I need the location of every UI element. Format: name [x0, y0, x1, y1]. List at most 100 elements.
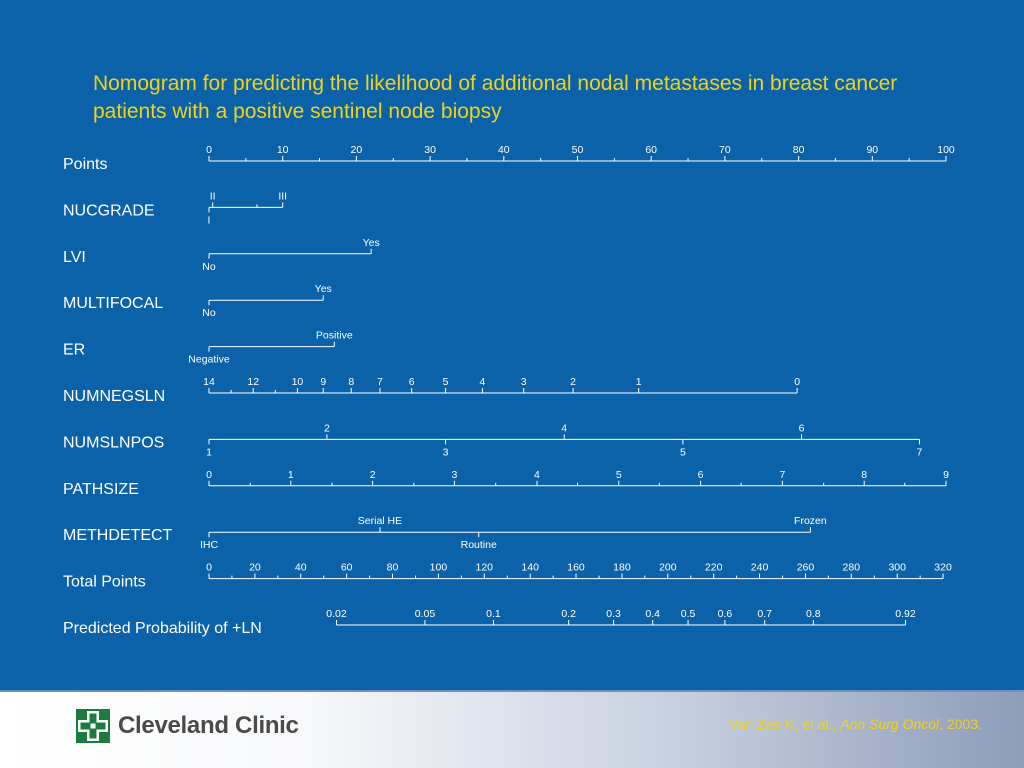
tick-label: 0.1 [486, 608, 501, 620]
logo-wordmark: Cleveland Clinic [118, 712, 299, 739]
tick-label: 180 [613, 562, 631, 574]
tick-label: Frozen [794, 515, 827, 527]
tick-label: 7 [917, 446, 923, 458]
nomogram-row-lvi: LVI No Yes [63, 237, 380, 273]
nomogram-row-pathsize: PATHSIZE 0 1 2 3 4 5 6 7 8 9 [63, 469, 949, 498]
tick-label: 14 [203, 376, 215, 388]
row-label-numslnpos: NUMSLNPOS [63, 434, 164, 451]
tick-label: 4 [534, 469, 540, 481]
row-label-numnegsln: NUMNEGSLN [63, 388, 165, 405]
tick-label: 0.3 [606, 608, 621, 620]
row-label-er: ER [63, 342, 85, 359]
tick-label: 3 [521, 376, 527, 388]
nomogram-row-numslnpos: NUMSLNPOS 1 2 3 4 5 6 7 [63, 422, 923, 458]
tick-label: I [208, 214, 211, 226]
tick-label: 12 [247, 376, 259, 388]
row-label-points: Points [63, 156, 107, 173]
tick-label: 7 [377, 376, 383, 388]
tick-label: 5 [680, 446, 686, 458]
tick-label: 140 [521, 562, 539, 574]
tick-label: 280 [843, 562, 861, 574]
tick-label: 1 [636, 376, 642, 388]
tick-label: 220 [705, 562, 723, 574]
nomogram-row-total-points: Total Points 0 20 40 60 80 100 120 140 160 180 200 2… [63, 562, 952, 591]
tick-label: 50 [572, 144, 584, 156]
tick-label: 0.92 [895, 608, 916, 620]
tick-label: 0.5 [681, 608, 696, 620]
tick-label: 8 [348, 376, 354, 388]
tick-label: Yes [315, 283, 332, 295]
tick-label: 1 [206, 446, 212, 458]
tick-label: 9 [320, 376, 326, 388]
tick-label: 80 [387, 562, 399, 574]
tick-label: 20 [351, 144, 363, 156]
tick-label: Positive [316, 330, 353, 342]
tick-label: 8 [861, 469, 867, 481]
row-label-multifocal: MULTIFOCAL [63, 295, 163, 312]
slide-background: Nomogram for predicting the likelihood o… [63, 72, 955, 637]
tick-label: 2 [370, 469, 376, 481]
row-label-methdetect: METHDETECT [63, 527, 173, 544]
tick-label: 100 [937, 144, 955, 156]
tick-label: 60 [645, 144, 657, 156]
tick-label: 4 [480, 376, 486, 388]
tick-label: 160 [567, 562, 585, 574]
tick-label: 0.2 [561, 608, 576, 620]
nomogram-row-multifocal: MULTIFOCAL No Yes [63, 283, 332, 319]
citation-authors: Van Zee K, et al., [729, 716, 841, 732]
tick-label: 6 [799, 422, 805, 434]
tick-label: 2 [324, 422, 330, 434]
tick-label: III [278, 190, 287, 202]
tick-label: 3 [443, 446, 449, 458]
tick-label: 0 [206, 144, 212, 156]
tick-label: 200 [659, 562, 677, 574]
tick-label: No [202, 307, 216, 319]
tick-label: 260 [797, 562, 815, 574]
tick-label: 0.6 [718, 608, 733, 620]
tick-label: 0.7 [757, 608, 772, 620]
tick-label: 9 [943, 469, 949, 481]
tick-label: 0.02 [326, 608, 347, 620]
tick-label: 70 [719, 144, 731, 156]
tick-label: 100 [430, 562, 448, 574]
tick-label: 10 [277, 144, 289, 156]
tick-label: IHC [200, 539, 219, 551]
tick-label: Routine [461, 539, 497, 551]
tick-label: 6 [698, 469, 704, 481]
tick-label: 5 [616, 469, 622, 481]
tick-label: 60 [341, 562, 353, 574]
tick-label: 90 [866, 144, 878, 156]
nomogram-row-er: ER Negative Positive [63, 330, 353, 366]
tick-label: 40 [498, 144, 510, 156]
tick-label: 2 [570, 376, 576, 388]
tick-label: 80 [793, 144, 805, 156]
tick-label: 40 [295, 562, 307, 574]
nomogram-row-methdetect: METHDETECT IHC Serial HE Routine Frozen [63, 515, 827, 551]
tick-label: 120 [476, 562, 494, 574]
row-label-pathsize: PATHSIZE [63, 481, 139, 498]
citation-year: , 2003. [939, 716, 982, 732]
tick-label: Yes [363, 237, 380, 249]
footer-bar: Cleveland Clinic Van Zee K, et al., Ann … [0, 690, 1024, 768]
tick-label: 1 [288, 469, 294, 481]
tick-label: 10 [292, 376, 304, 388]
tick-label: 300 [888, 562, 906, 574]
tick-label: 0.4 [645, 608, 660, 620]
cleveland-clinic-cross-icon [76, 709, 110, 743]
tick-label: 20 [249, 562, 261, 574]
tick-label: 240 [751, 562, 769, 574]
slide-title: Nomogram for predicting the likelihood o… [93, 72, 898, 123]
cleveland-clinic-logo: Cleveland Clinic [76, 709, 299, 743]
row-label-total-points: Total Points [63, 574, 146, 591]
tick-label: Negative [188, 354, 230, 366]
tick-label: 5 [443, 376, 449, 388]
tick-label: 0.8 [806, 608, 821, 620]
row-label-nucgrade: NUCGRADE [63, 202, 155, 219]
citation: Van Zee K, et al., Ann Surg Oncol, 2003. [729, 716, 982, 732]
tick-label: 0 [794, 376, 800, 388]
row-label-predicted-probability-of-ln: Predicted Probability of +LN [63, 620, 262, 637]
tick-label: 0 [206, 562, 212, 574]
